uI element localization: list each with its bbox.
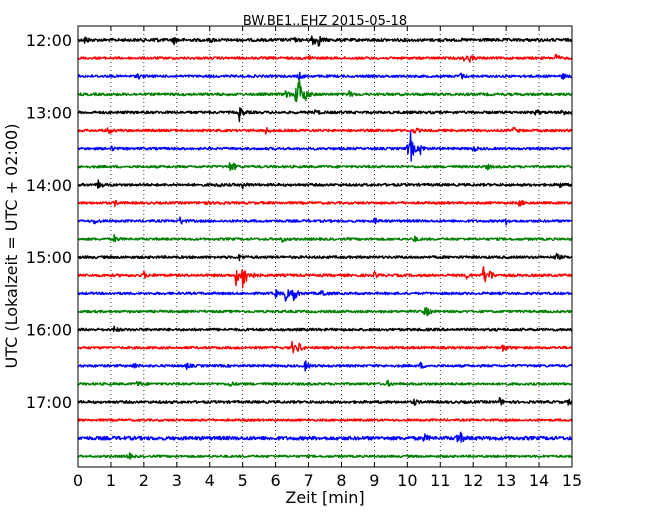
seismic-trace xyxy=(77,360,573,372)
grid xyxy=(78,26,572,467)
seismic-trace xyxy=(77,379,573,387)
y-axis-label: UTC (Lokalzeit = UTC + 02:00) xyxy=(2,124,21,369)
x-axis-label: Zeit [min] xyxy=(285,488,364,507)
x-tick-label: 3 xyxy=(172,471,182,490)
seismic-trace xyxy=(77,107,573,123)
seismic-trace xyxy=(77,288,573,302)
x-tick-label: 6 xyxy=(271,471,281,490)
x-tick-label: 8 xyxy=(336,471,346,490)
seismic-trace xyxy=(77,35,573,47)
x-tick-label: 14 xyxy=(529,471,549,490)
y-tick-label: 14:00 xyxy=(26,176,72,195)
seismic-trace xyxy=(77,452,573,460)
seismic-trace xyxy=(77,71,573,81)
x-tick-label: 7 xyxy=(303,471,313,490)
x-tick-label: 9 xyxy=(369,471,379,490)
y-ticks: 12:00 13:00 14:00 15:00 16:00 17:00 xyxy=(26,31,572,412)
y-tick-label: 12:00 xyxy=(26,31,72,50)
y-tick-label: 15:00 xyxy=(26,248,72,267)
seismic-trace xyxy=(77,199,573,208)
x-tick-label: 4 xyxy=(205,471,215,490)
seismic-trace xyxy=(77,234,573,243)
x-tick-label: 15 xyxy=(562,471,582,490)
seismic-trace xyxy=(77,307,573,317)
x-tick-label: 0 xyxy=(73,471,83,490)
seismic-trace xyxy=(77,340,573,354)
x-tick-label: 10 xyxy=(397,471,417,490)
seismic-trace xyxy=(77,396,573,406)
seismic-trace xyxy=(77,162,573,172)
chart-title: BW.BE1..EHZ 2015-05-18 xyxy=(243,14,407,29)
seismic-trace xyxy=(77,131,573,162)
seismic-trace xyxy=(77,253,573,262)
traces xyxy=(77,35,573,460)
seismic-trace xyxy=(77,126,573,135)
seismic-trace xyxy=(77,325,573,333)
x-tick-label: 5 xyxy=(238,471,248,490)
seismic-trace xyxy=(77,179,573,190)
seismic-trace xyxy=(77,216,573,226)
seismic-trace xyxy=(77,418,573,422)
y-tick-label: 17:00 xyxy=(26,393,72,412)
seismic-trace xyxy=(77,53,573,63)
x-tick-label: 11 xyxy=(430,471,450,490)
y-tick-label: 16:00 xyxy=(26,321,72,340)
plot-frame xyxy=(77,25,573,468)
x-tick-label: 12 xyxy=(463,471,483,490)
seismic-trace xyxy=(77,431,573,443)
seismic-trace xyxy=(77,266,573,289)
y-tick-label: 13:00 xyxy=(26,103,72,122)
x-tick-label: 1 xyxy=(106,471,116,490)
x-tick-label: 2 xyxy=(139,471,149,490)
x-tick-label: 13 xyxy=(496,471,516,490)
seismic-trace xyxy=(77,78,573,103)
x-ticks: 0 1 2 3 4 5 6 7 8 9 10 11 12 13 14 15 xyxy=(73,26,582,490)
